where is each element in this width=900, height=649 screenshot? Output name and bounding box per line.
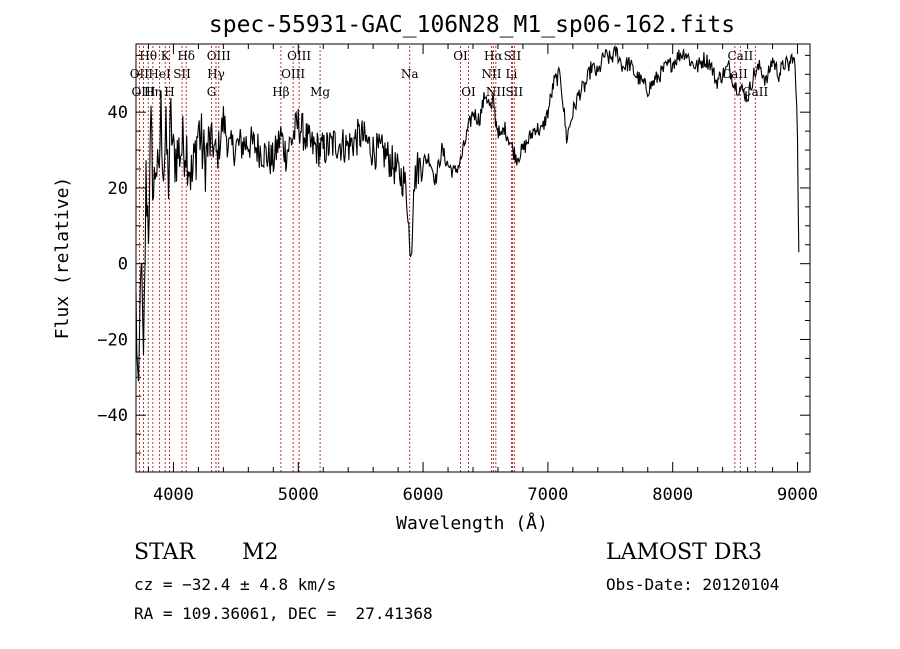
y-axis-ticks: −40 −20 0 20 40	[97, 54, 810, 454]
x-tick-label: 9000	[777, 485, 818, 505]
line-marker-label: OIII	[131, 85, 155, 99]
object-subclass: M2	[242, 540, 279, 565]
line-marker-label: Na	[401, 67, 419, 81]
coordinates: RA = 109.36061, DEC = 27.41368	[134, 604, 433, 623]
line-marker-label: H	[164, 85, 174, 99]
object-class: STAR	[134, 540, 195, 565]
line-marker-label: Hδ	[177, 49, 195, 63]
plot-frame	[135, 43, 811, 473]
x-tick-label: 4000	[153, 485, 194, 505]
emission-line-markers: HθHηOIIOIIIHeIKHSIIHδGOIIIHγHβOIIIOIIIMg…	[130, 46, 768, 472]
line-marker-label: OIII	[207, 49, 231, 63]
line-marker-label: Hθ	[139, 49, 157, 63]
x-tick-label: 8000	[652, 485, 693, 505]
line-marker-label: OI	[461, 85, 476, 99]
line-marker-label: CaII	[727, 49, 753, 63]
y-axis-label: Flux (relative)	[52, 177, 73, 340]
line-marker-label: Hβ	[272, 85, 289, 99]
line-marker-label: NII	[486, 85, 506, 99]
y-tick-label: −20	[97, 330, 128, 350]
obs-date: Obs-Date: 20120104	[606, 575, 780, 594]
line-marker-label: SII	[173, 67, 191, 81]
line-marker-label: OIII	[281, 67, 305, 81]
line-marker-label: Hη	[144, 85, 162, 99]
redshift-info: cz = −32.4 ± 4.8 km/s	[134, 575, 337, 594]
line-marker-label: OI	[453, 49, 468, 63]
x-tick-label: 6000	[403, 485, 444, 505]
line-marker-label: Hγ	[207, 67, 225, 81]
line-marker-label: K	[161, 49, 171, 63]
line-marker-label: HeI	[148, 67, 171, 81]
survey-name: LAMOST DR3	[606, 540, 762, 565]
line-marker-label: CaII	[722, 67, 748, 81]
line-marker-label: SII	[504, 49, 522, 63]
y-tick-label: 40	[108, 103, 128, 123]
flux-series-line	[135, 44, 800, 382]
x-tick-label: 7000	[527, 485, 568, 505]
chart-title: spec-55931-GAC_106N28_M1_sp06-162.fits	[209, 12, 735, 38]
y-tick-label: 0	[118, 255, 128, 275]
line-marker-label: NII	[481, 67, 501, 81]
x-tick-label: 5000	[278, 485, 319, 505]
line-marker-label: OIII	[287, 49, 311, 63]
line-marker-label: Hα	[484, 49, 503, 63]
line-marker-label: G	[207, 85, 217, 99]
line-marker-label: SII	[505, 85, 523, 99]
line-marker-label: Li	[506, 67, 518, 81]
x-axis-label: Wavelength (Å)	[396, 512, 548, 534]
x-axis-ticks: 4000 5000 6000 7000 8000 9000	[147, 44, 818, 505]
line-marker-label: Mg	[310, 85, 330, 99]
y-tick-label: 20	[108, 179, 128, 199]
y-tick-label: −40	[97, 406, 128, 426]
